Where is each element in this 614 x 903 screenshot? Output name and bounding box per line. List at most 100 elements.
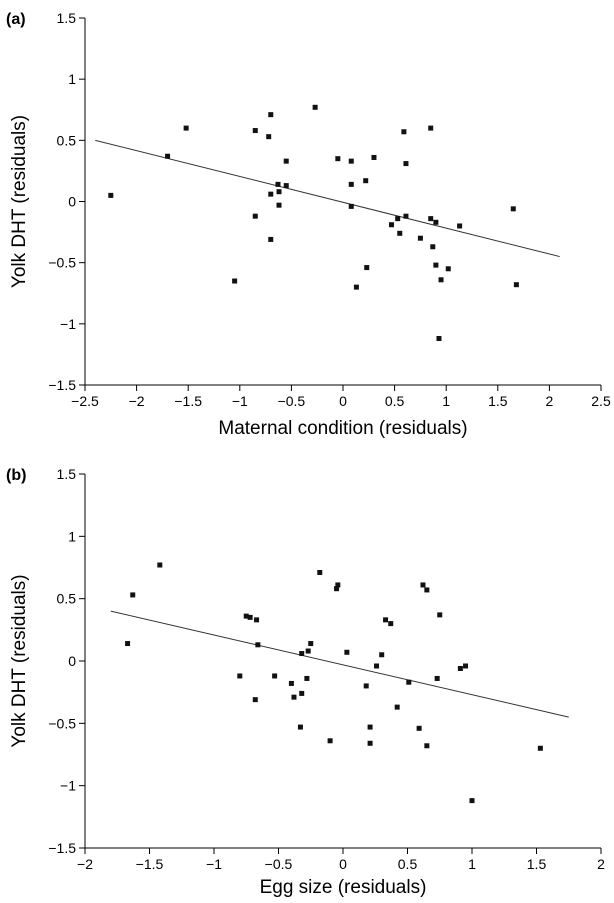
x-tick-label: −1: [206, 856, 222, 872]
data-point: [403, 213, 409, 219]
data-point: [363, 683, 369, 689]
data-point: [420, 582, 426, 588]
data-point: [130, 592, 136, 598]
data-point: [401, 129, 407, 135]
data-point: [424, 587, 430, 593]
data-point: [312, 104, 318, 110]
data-point: [232, 278, 238, 284]
x-tick-label: −1: [232, 393, 248, 409]
data-point: [513, 282, 519, 288]
y-tick-label: −0.5: [48, 715, 76, 731]
data-point: [445, 266, 451, 272]
y-tick-label: 1: [68, 528, 76, 544]
data-point: [394, 704, 400, 710]
data-point: [299, 690, 305, 696]
regression-line: [110, 610, 569, 718]
y-tick-label: −1.5: [48, 840, 76, 856]
y-tick-label: 0.5: [57, 132, 77, 148]
data-point: [288, 680, 294, 686]
data-point: [268, 236, 274, 242]
data-point: [272, 673, 278, 679]
x-tick-label: 2: [597, 856, 605, 872]
data-point: [397, 230, 403, 236]
panel-label: (b): [6, 467, 26, 484]
data-point: [383, 617, 389, 623]
data-point: [108, 192, 114, 198]
y-tick-label: 0: [68, 653, 76, 669]
x-tick-label: −2: [129, 393, 145, 409]
data-point: [438, 277, 444, 283]
data-point: [252, 128, 258, 134]
x-tick-label: 0.5: [385, 393, 405, 409]
data-point: [157, 562, 163, 568]
data-point: [406, 679, 412, 685]
data-point: [283, 183, 289, 189]
data-point: [348, 203, 354, 209]
data-point: [469, 798, 475, 804]
x-tick-label: −1.5: [136, 856, 164, 872]
data-point: [299, 651, 305, 657]
data-point: [252, 213, 258, 219]
data-point: [252, 697, 258, 703]
data-point: [297, 724, 303, 730]
data-point: [424, 743, 430, 749]
data-point: [327, 738, 333, 744]
data-point: [276, 202, 282, 208]
data-point: [317, 569, 323, 575]
data-point: [283, 158, 289, 164]
data-point: [374, 663, 380, 669]
y-tick-label: −0.5: [48, 255, 76, 271]
data-point: [183, 125, 189, 131]
y-tick-label: 0.5: [57, 591, 77, 607]
data-point: [434, 675, 440, 681]
x-tick-label: 0: [339, 393, 347, 409]
y-tick-label: 1.5: [57, 10, 77, 26]
data-point: [428, 125, 434, 131]
y-tick-label: −1: [60, 316, 76, 332]
data-point: [395, 216, 401, 222]
data-point: [463, 663, 469, 669]
data-point: [254, 617, 260, 623]
y-tick-label: 1: [68, 71, 76, 87]
data-point: [243, 613, 249, 619]
panel-b: −1.5−1−0.500.511.5−2 −1.5 −1 −0.5 0 0.5 1 1.5 2(…: [6, 466, 605, 898]
data-point: [363, 178, 369, 184]
y-tick-label: −1: [60, 778, 76, 794]
data-point: [433, 219, 439, 225]
data-point: [348, 158, 354, 164]
data-point: [348, 181, 354, 187]
x-tick-label: −2.5: [71, 393, 99, 409]
data-point: [125, 641, 131, 647]
y-axis-title: Yolk DHT (residuals): [9, 574, 30, 747]
data-point: [388, 621, 394, 627]
data-point: [335, 156, 341, 162]
data-point: [389, 222, 395, 228]
data-point: [417, 235, 423, 241]
data-point: [268, 112, 274, 118]
data-point: [367, 740, 373, 746]
data-point: [537, 745, 543, 751]
panel-label: (a): [6, 11, 26, 28]
data-point: [291, 694, 297, 700]
x-tick-label: 1.5: [527, 856, 547, 872]
y-axis-title: Yolk DHT (residuals): [9, 115, 30, 288]
data-point: [237, 673, 243, 679]
x-tick-label: −0.5: [265, 856, 293, 872]
data-point: [276, 189, 282, 195]
x-tick-label: 1.5: [488, 393, 508, 409]
data-point: [457, 223, 463, 229]
data-point: [308, 641, 314, 647]
data-point: [510, 206, 516, 212]
data-point: [371, 154, 377, 160]
data-point: [344, 649, 350, 655]
x-tick-label: 0.5: [398, 856, 418, 872]
data-point: [247, 614, 253, 620]
y-tick-label: −1.5: [48, 377, 76, 393]
data-point: [457, 665, 463, 671]
y-tick-label: 0: [68, 194, 76, 210]
data-point: [428, 216, 434, 222]
data-point: [430, 244, 436, 250]
data-point: [165, 153, 171, 159]
x-tick-label: 0: [339, 856, 347, 872]
